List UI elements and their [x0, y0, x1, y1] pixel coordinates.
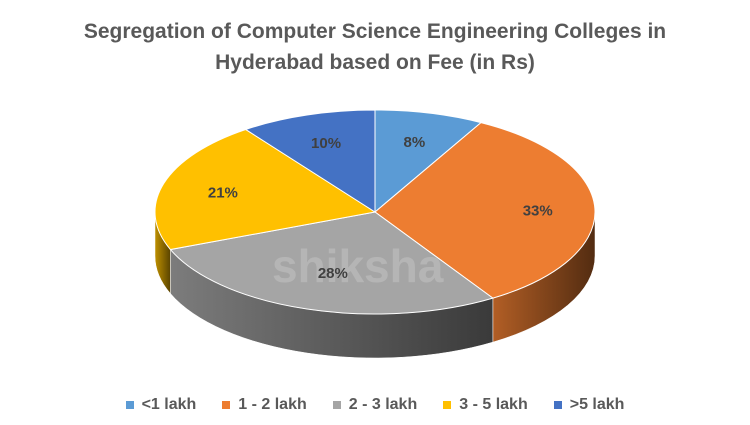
legend-item: 1 - 2 lakh — [222, 396, 307, 414]
legend-item: >5 lakh — [553, 396, 625, 414]
data-label-4: 10% — [311, 135, 341, 152]
title-line-1: Segregation of Computer Science Engineer… — [83, 20, 667, 43]
title-line-2: Hyderabad based on Fee (in Rs) — [215, 51, 535, 74]
legend-label: 2 - 3 lakh — [348, 396, 418, 413]
data-label-2: 28% — [318, 265, 348, 282]
data-label-3: 21% — [208, 185, 238, 202]
pie-slice-0 — [374, 109, 483, 214]
legend-item: 3 - 5 lakh — [443, 396, 528, 414]
legend-label: <1 lakh — [141, 396, 197, 413]
data-label-0: 8% — [404, 134, 426, 151]
chart-title: Segregation of Computer Science Engineer… — [0, 16, 750, 78]
legend-swatch — [332, 401, 341, 409]
pie-slice-2 — [169, 211, 494, 315]
legend-swatch — [553, 401, 562, 409]
pie-slice-1 — [374, 122, 596, 299]
legend-item: 2 - 3 lakh — [332, 396, 418, 414]
legend-swatch — [222, 401, 231, 409]
legend-swatch — [443, 401, 452, 409]
legend-label: >5 lakh — [569, 396, 625, 413]
pie-slice-3 — [154, 128, 377, 251]
legend-label: 1 - 2 lakh — [238, 396, 307, 413]
legend-swatch — [125, 401, 134, 409]
watermark-logo: shiksha — [272, 240, 444, 292]
legend: <1 lakh 1 - 2 lakh 2 - 3 lakh 3 - 5 lakh >5 … — [0, 396, 750, 414]
legend-item: <1 lakh — [125, 396, 197, 414]
data-label-1: 33% — [523, 203, 553, 220]
legend-label: 3 - 5 lakh — [459, 396, 528, 413]
pie-slice-4 — [244, 109, 376, 213]
